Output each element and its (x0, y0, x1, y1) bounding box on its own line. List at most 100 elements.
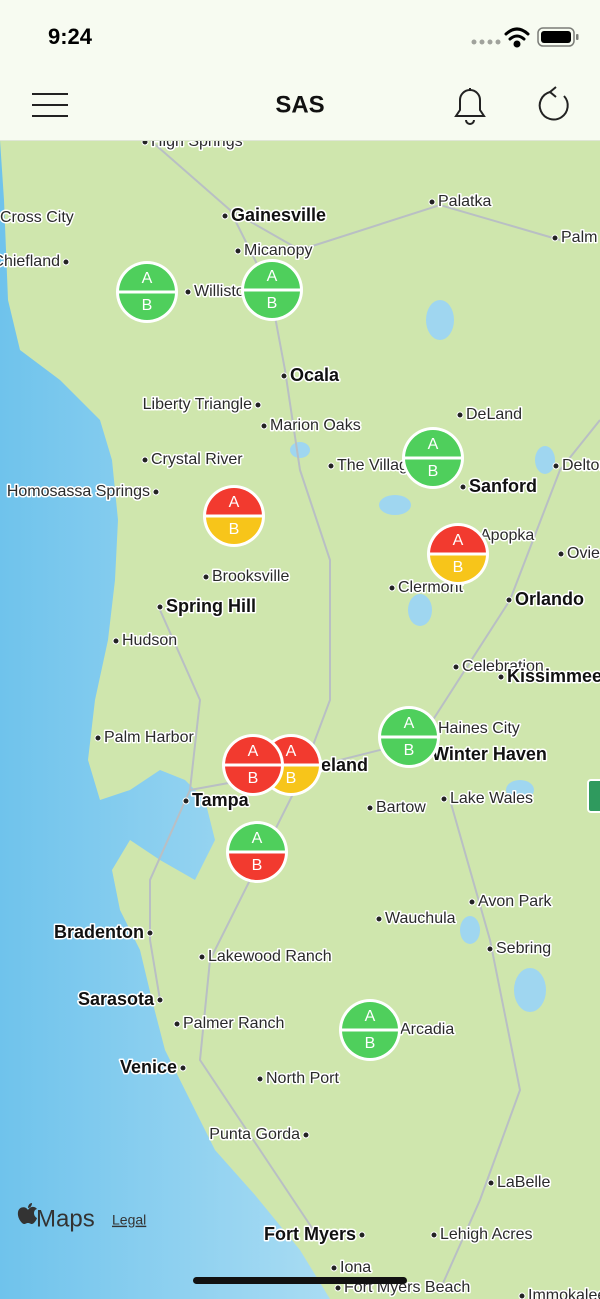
notifications-button[interactable] (454, 88, 486, 125)
place-label: Sanford (469, 476, 537, 496)
marker-top-label: A (142, 270, 153, 287)
marker-bottom-half (342, 1030, 398, 1058)
place-label: LaBelle (497, 1174, 550, 1191)
marker-bottom-label: B (286, 770, 297, 787)
place-dot (260, 422, 268, 430)
place-dot (184, 288, 192, 296)
place-label: Palm Harbor (104, 729, 194, 746)
place-label: Wauchula (385, 910, 456, 927)
status-marker[interactable]: AB (402, 427, 464, 489)
marker-bottom-half (381, 737, 437, 765)
place-label: Fort Myers (264, 1224, 356, 1244)
maps-brand: Maps (36, 1205, 95, 1232)
status-marker[interactable]: AB (378, 706, 440, 768)
marker-bottom-label: B (267, 295, 278, 312)
marker-top-label: A (248, 743, 259, 760)
place-label: Gainesville (231, 205, 326, 225)
place-dot (468, 898, 476, 906)
place-dot (459, 483, 467, 491)
place-dot (486, 945, 494, 953)
place-label: Palm (561, 229, 597, 246)
marker-top-half (342, 1002, 398, 1030)
status-marker[interactable]: AB (241, 259, 303, 321)
refresh-button[interactable] (538, 86, 569, 121)
place-dot (330, 1264, 338, 1272)
status-marker[interactable]: AB (226, 821, 288, 883)
place-label: Winter Haven (432, 744, 547, 764)
place-label: Bradenton (54, 922, 144, 942)
place-label: Oviedo (567, 545, 600, 562)
status-marker[interactable]: AB (222, 734, 284, 796)
place-label: Marion Oaks (270, 417, 361, 434)
place-dot (141, 456, 149, 464)
marker-top-label: A (286, 743, 297, 760)
highway-sign (587, 779, 600, 813)
place-label: Apopka (480, 527, 534, 544)
marker-bottom-half (430, 554, 486, 582)
marker-top-half (119, 264, 175, 292)
marker-top-label: A (267, 268, 278, 285)
status-time: 9:24 (48, 24, 93, 49)
place-label: Orlando (515, 589, 584, 609)
place-dot (505, 596, 513, 604)
place-dot (156, 603, 164, 611)
marker-top-label: A (252, 830, 263, 847)
status-marker[interactable]: AB (116, 261, 178, 323)
status-marker[interactable]: AB (427, 523, 489, 585)
place-label: Punta Gorda (209, 1126, 300, 1143)
place-dot (198, 953, 206, 961)
marker-top-label: A (404, 715, 415, 732)
header-graphics: 9:24 SAS (32, 24, 579, 125)
place-dot (487, 1179, 495, 1187)
place-label: Ocala (290, 365, 340, 385)
marker-top-half (430, 526, 486, 554)
marker-top-half (225, 737, 281, 765)
place-dot (182, 797, 190, 805)
marker-top-label: A (365, 1008, 376, 1025)
marker-bottom-label: B (404, 742, 415, 759)
marker-top-label: A (229, 494, 240, 511)
place-label: Deltona (562, 457, 600, 474)
menu-button[interactable] (32, 93, 68, 117)
place-dot (327, 462, 335, 470)
signal-icon (471, 39, 501, 45)
place-label: Kissimmee (507, 666, 600, 686)
place-label: Lakewood Ranch (208, 948, 332, 965)
place-label: Sebring (496, 940, 551, 957)
marker-bottom-half (206, 516, 262, 544)
marker-bottom-label: B (142, 297, 153, 314)
place-dot (375, 915, 383, 923)
place-label: Spring Hill (166, 596, 256, 616)
place-dot (557, 550, 565, 558)
place-label: Cross City (0, 209, 74, 226)
status-marker[interactable]: AB (339, 999, 401, 1061)
status-marker[interactable]: AB (203, 485, 265, 547)
place-label: Brooksville (212, 568, 289, 585)
marker-bottom-half (244, 290, 300, 318)
places: High SpringsGainesvillePalatkaPalmCross … (0, 132, 600, 1299)
place-dot (518, 1292, 526, 1299)
place-dot (456, 411, 464, 419)
place-dot (234, 247, 242, 255)
place-dot (358, 1231, 366, 1239)
place-dot (156, 996, 164, 1004)
place-dot (497, 673, 505, 681)
marker-top-half (405, 430, 461, 458)
place-label: Chiefland (0, 253, 60, 270)
marker-bottom-half (229, 852, 285, 880)
place-dot (452, 663, 460, 671)
battery-icon (537, 27, 579, 47)
app-title: SAS (275, 91, 324, 118)
place-dot (256, 1075, 264, 1083)
place-dot (202, 573, 210, 581)
place-label: Palmer Ranch (183, 1015, 284, 1032)
marker-top-half (244, 262, 300, 290)
marker-bottom-half (225, 765, 281, 793)
marker-top-label: A (428, 436, 439, 453)
place-dot (62, 258, 70, 266)
legal-link[interactable]: Legal (112, 1212, 146, 1228)
place-label: Liberty Triangle (143, 396, 252, 413)
